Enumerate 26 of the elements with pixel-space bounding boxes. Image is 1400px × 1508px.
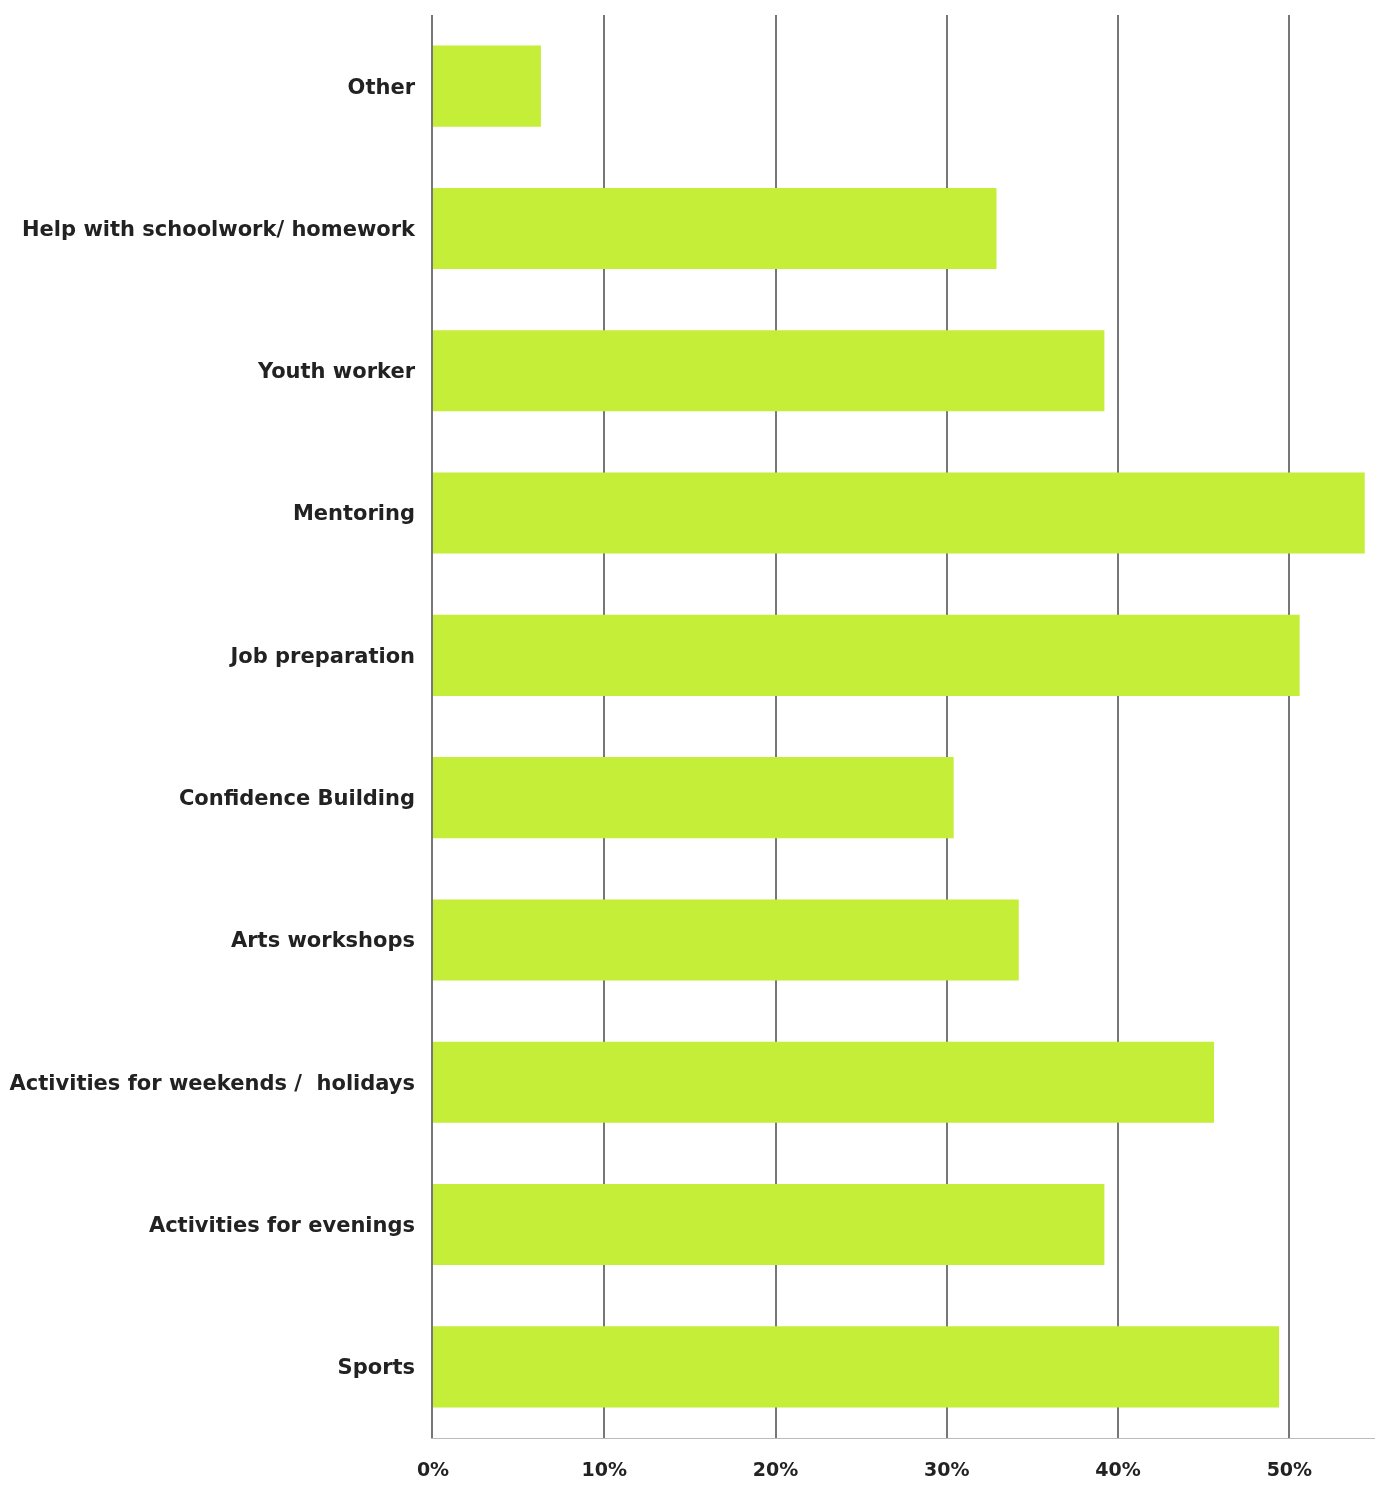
- y-tick-label: Confidence Building: [178, 786, 416, 810]
- bar: [433, 899, 1019, 981]
- y-tick-label: Activities for weekends / holidays: [9, 1070, 416, 1095]
- y-tick-label: Other: [347, 74, 416, 99]
- bar: [433, 45, 541, 127]
- y-tick-label: Help with schoolwork/ homework: [22, 216, 417, 241]
- bar: [433, 472, 1365, 554]
- y-tick-label: Mentoring: [292, 501, 416, 526]
- bar: [433, 1326, 1280, 1408]
- bar: [433, 757, 954, 839]
- x-tick-label: 40%: [1095, 1457, 1141, 1480]
- y-tick-label: Sports: [337, 1355, 416, 1380]
- x-tick-label: 30%: [924, 1457, 970, 1480]
- y-tick-label: Job preparation: [228, 643, 416, 668]
- y-tick-label: Arts workshops: [231, 928, 416, 953]
- bar: [433, 1183, 1105, 1266]
- bar: [433, 187, 997, 270]
- bar: [433, 614, 1300, 696]
- bar: [433, 1041, 1214, 1123]
- y-tick-label: Activities for evenings: [148, 1212, 416, 1237]
- x-tick-label: 0%: [416, 1457, 450, 1480]
- x-tick-label: 50%: [1266, 1457, 1313, 1480]
- y-tick-label: Youth worker: [256, 359, 416, 384]
- x-tick-label: 20%: [752, 1457, 799, 1480]
- bar: [433, 330, 1105, 412]
- x-tick-label: 10%: [581, 1457, 628, 1480]
